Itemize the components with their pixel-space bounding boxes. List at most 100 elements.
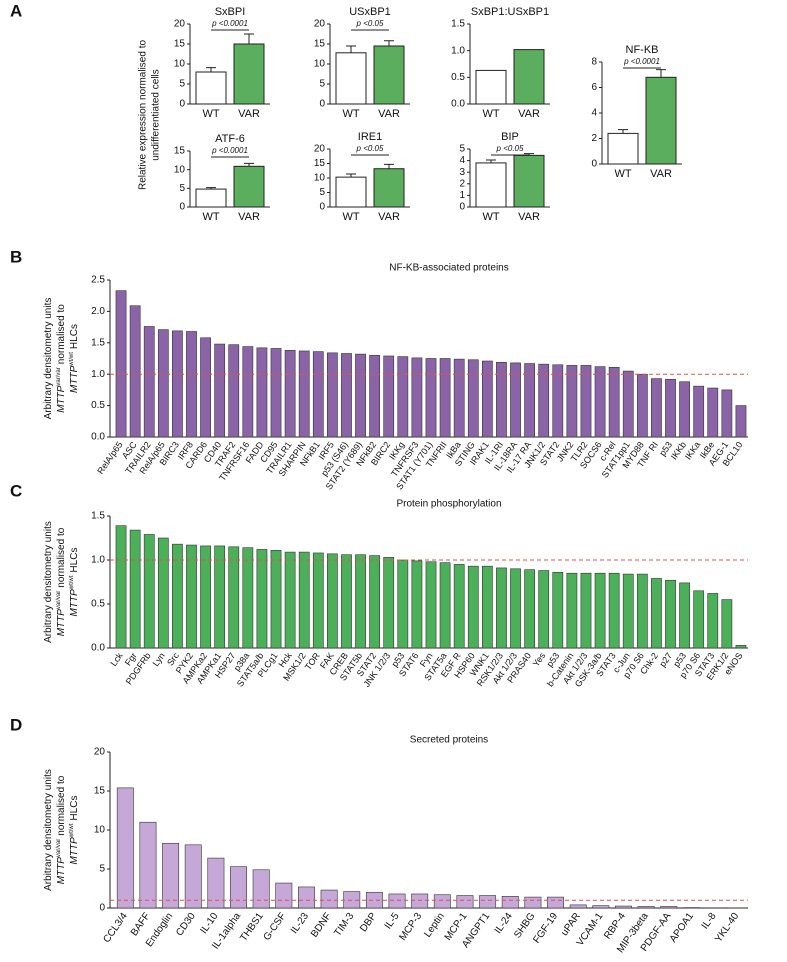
x-tick-label: TOR: [303, 650, 322, 672]
p-value: p <0.0001: [623, 57, 660, 66]
panel-letter: B: [10, 247, 22, 266]
bar: [637, 906, 655, 909]
panel-letter: C: [10, 481, 22, 500]
chart-title: IRE1: [358, 131, 382, 143]
bar: [566, 365, 578, 438]
error-bar: [206, 67, 216, 72]
x-tick-label: THBS1: [238, 911, 266, 944]
bar: [645, 76, 677, 165]
bar: [721, 389, 733, 438]
bar: [365, 892, 383, 909]
y-tick-label: 10: [174, 59, 186, 70]
chart-title: NF-KB: [626, 44, 659, 56]
y-tick-label: 0: [99, 903, 105, 914]
bar: [230, 866, 247, 909]
bar: [162, 842, 180, 909]
x-tick-label: WT: [342, 211, 359, 223]
bar: [233, 165, 265, 208]
bar: [552, 572, 564, 649]
bar: [547, 896, 564, 909]
y-tick-label: 4: [459, 155, 465, 166]
bar: [707, 593, 719, 649]
y-tick-label: 0: [459, 202, 465, 213]
bar: [467, 565, 479, 649]
y-tick-label: 0: [591, 159, 597, 170]
y-axis-label: MTTPwt/wt HLCs: [69, 796, 80, 865]
bar: [327, 352, 338, 438]
y-axis-label-part: MTTP: [69, 837, 80, 865]
y-axis-label: MTTPwt/wt HLCs: [69, 324, 80, 393]
bar: [335, 52, 367, 105]
bar: [373, 45, 405, 105]
y-axis-label-part: HLCs: [69, 324, 80, 349]
bar: [569, 904, 587, 909]
chart-title: SxBPI: [215, 6, 246, 18]
bar: [622, 370, 634, 438]
y-axis-label-part: MTTP: [56, 609, 67, 637]
error-bar: [346, 173, 356, 178]
bar: [256, 549, 268, 649]
y-tick-label: 2.5: [91, 275, 105, 286]
bar: [355, 353, 366, 438]
p-value: p <0.0001: [211, 146, 248, 155]
y-axis-label: MTTPwt/wt HLCs: [69, 548, 80, 617]
bar: [270, 348, 282, 438]
bar: [397, 356, 409, 438]
x-tick-label: WT: [202, 211, 219, 223]
bar: [355, 554, 366, 649]
y-axis-label-part: MTTP: [69, 365, 80, 393]
y-axis-label-part: var/var: [56, 839, 62, 857]
y-tick-label: 0.0: [91, 643, 105, 654]
y-tick-label: 0.5: [91, 599, 105, 610]
y-tick-label: 5: [319, 187, 325, 198]
bar: [284, 551, 296, 649]
bar: [115, 290, 127, 438]
x-tick-label: VAR: [650, 168, 672, 180]
x-tick-label: WT: [614, 168, 631, 180]
bar: [139, 821, 157, 909]
x-tick-label: WT: [482, 108, 499, 120]
y-axis-label-part: wt/wt: [69, 352, 75, 367]
chart-title: NF-KB-associated proteins: [389, 263, 509, 274]
bar: [622, 573, 634, 649]
bar: [411, 893, 429, 909]
bar: [115, 525, 127, 649]
chart-title: USxBP1: [349, 6, 391, 18]
error-bar: [206, 187, 216, 190]
error-bar: [656, 69, 666, 78]
y-tick-label: 0: [179, 99, 185, 110]
error-bar: [486, 159, 496, 163]
bar: [270, 550, 282, 649]
bar: [524, 896, 542, 909]
p-value: p <0.05: [356, 144, 384, 153]
bar: [439, 358, 451, 438]
x-tick-label: IL-23: [289, 911, 311, 936]
x-tick-label: VAR: [238, 108, 260, 120]
y-axis-label: Arbitrary densitometry units: [43, 521, 54, 643]
bar: [252, 869, 270, 909]
bar: [327, 553, 338, 649]
bar: [538, 363, 550, 438]
x-tick-label: p27: [657, 651, 674, 669]
bar: [481, 360, 493, 438]
x-tick-label: Yes: [531, 650, 548, 668]
y-axis-label-part: wt/wt: [69, 575, 75, 590]
bar: [298, 350, 310, 438]
y-tick-label: 0.0: [91, 432, 105, 443]
error-bar: [244, 162, 254, 167]
bar: [320, 889, 338, 909]
y-tick-label: 10: [94, 825, 106, 836]
bar: [298, 551, 310, 649]
shared-y-label: undifferentiated cells: [151, 69, 162, 161]
y-tick-label: 0: [319, 99, 325, 110]
chart-title: ATF-6: [215, 133, 245, 145]
y-tick-label: 1.5: [451, 19, 465, 30]
bar: [411, 560, 423, 649]
bar: [538, 570, 550, 649]
y-axis-label-part: wt/wt: [69, 823, 75, 838]
y-tick-label: 1.5: [91, 337, 105, 348]
bar: [256, 347, 268, 438]
y-tick-label: 5: [319, 79, 325, 90]
x-tick-label: Lck: [108, 650, 125, 668]
y-tick-label: 2.0: [91, 306, 105, 317]
